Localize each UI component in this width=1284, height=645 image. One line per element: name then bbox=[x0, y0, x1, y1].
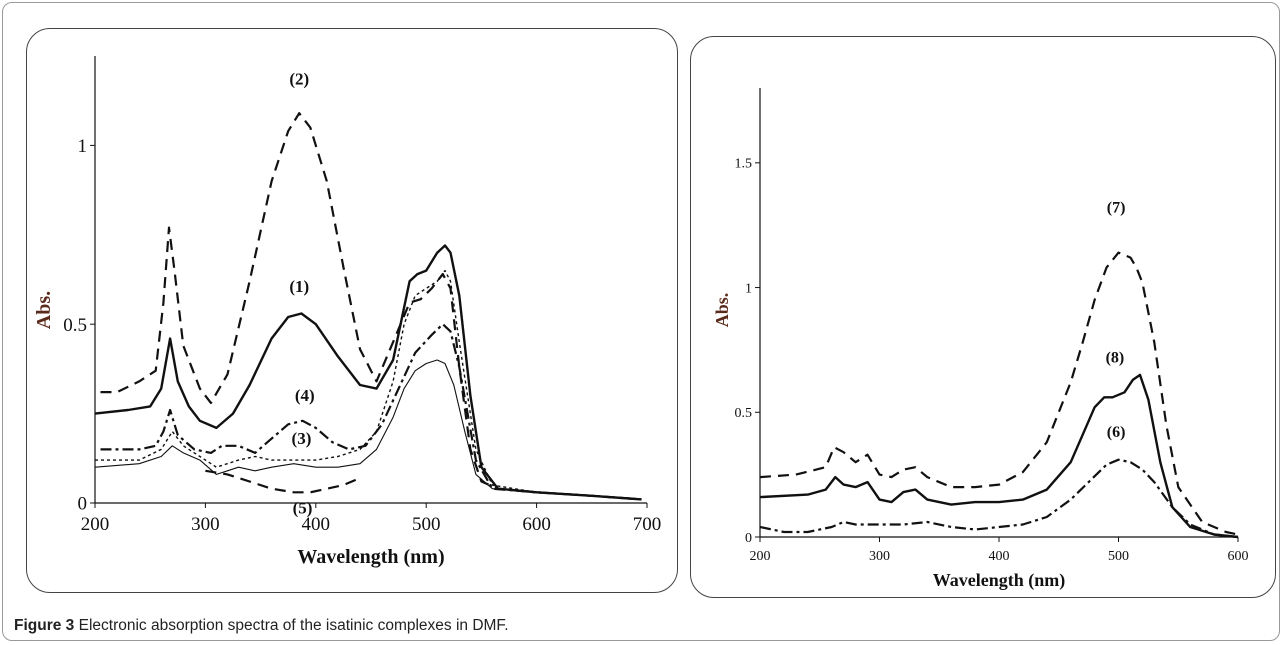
series-line-4 bbox=[100, 323, 642, 501]
x-axis-label: Wavelength (nm) bbox=[933, 570, 1066, 591]
y-tick-label: 0 bbox=[78, 494, 88, 515]
series-annotation: (3) bbox=[292, 429, 312, 448]
x-tick-label: 500 bbox=[412, 514, 441, 535]
series-annotation: (5) bbox=[293, 499, 313, 518]
series-annotation: (1) bbox=[289, 277, 309, 296]
figure-caption-label: Figure 3 bbox=[14, 617, 75, 634]
y-tick-label: 1 bbox=[78, 136, 88, 157]
series-line-unlabeled bbox=[94, 359, 642, 500]
y-tick-label: 1.5 bbox=[735, 157, 753, 172]
x-tick-label: 200 bbox=[81, 514, 110, 535]
right-spectrum-chart: 200 300 400 500 600 0 0.5 1 1.5 Wavelength (nm) Ab… bbox=[712, 88, 1249, 591]
x-tick-label: 400 bbox=[989, 549, 1010, 564]
figure-caption: Figure 3 Electronic absorption spectra o… bbox=[14, 617, 509, 635]
y-tick-label: 0.5 bbox=[735, 406, 753, 421]
y-tick-label: 0 bbox=[745, 531, 752, 546]
x-tick-label: 300 bbox=[191, 514, 220, 535]
series-line-7 bbox=[759, 251, 1239, 536]
x-axis-label: Wavelength (nm) bbox=[297, 546, 444, 568]
series-annotation: (2) bbox=[289, 70, 309, 89]
series-annotation: (6) bbox=[1107, 424, 1126, 441]
y-tick-label: 0.5 bbox=[63, 315, 87, 336]
figure-caption-end: . bbox=[504, 617, 509, 634]
series-line-8 bbox=[759, 373, 1239, 539]
series-annotation: (8) bbox=[1106, 349, 1125, 366]
y-axis-label: Abs. bbox=[712, 293, 732, 328]
right-chart-panel bbox=[690, 36, 1276, 598]
series-line-3 bbox=[95, 269, 642, 501]
y-axis-label: Abs. bbox=[33, 291, 55, 329]
y-tick-label: 1 bbox=[745, 281, 752, 296]
x-tick-label: 600 bbox=[522, 514, 551, 535]
x-tick-label: 400 bbox=[302, 514, 331, 535]
series-line-6 bbox=[759, 458, 1239, 539]
series-line-1 bbox=[94, 244, 642, 501]
x-tick-label: 200 bbox=[750, 549, 771, 564]
x-tick-label: 600 bbox=[1228, 549, 1249, 564]
series-line-5 bbox=[205, 469, 361, 494]
x-tick-label: 700 bbox=[633, 514, 662, 535]
x-tick-label: 300 bbox=[869, 549, 890, 564]
x-tick-label: 500 bbox=[1108, 549, 1129, 564]
series-annotation: (7) bbox=[1107, 200, 1126, 217]
series-line-2 bbox=[100, 112, 642, 501]
left-chart-panel bbox=[26, 28, 678, 593]
series-annotation: (4) bbox=[295, 386, 315, 405]
left-spectrum-chart: 200 300 400 500 600 700 0 0.5 1 Wavelength (nm) Ab… bbox=[33, 56, 661, 568]
figure-caption-text: Electronic absorption spectra of the isa… bbox=[78, 617, 505, 634]
